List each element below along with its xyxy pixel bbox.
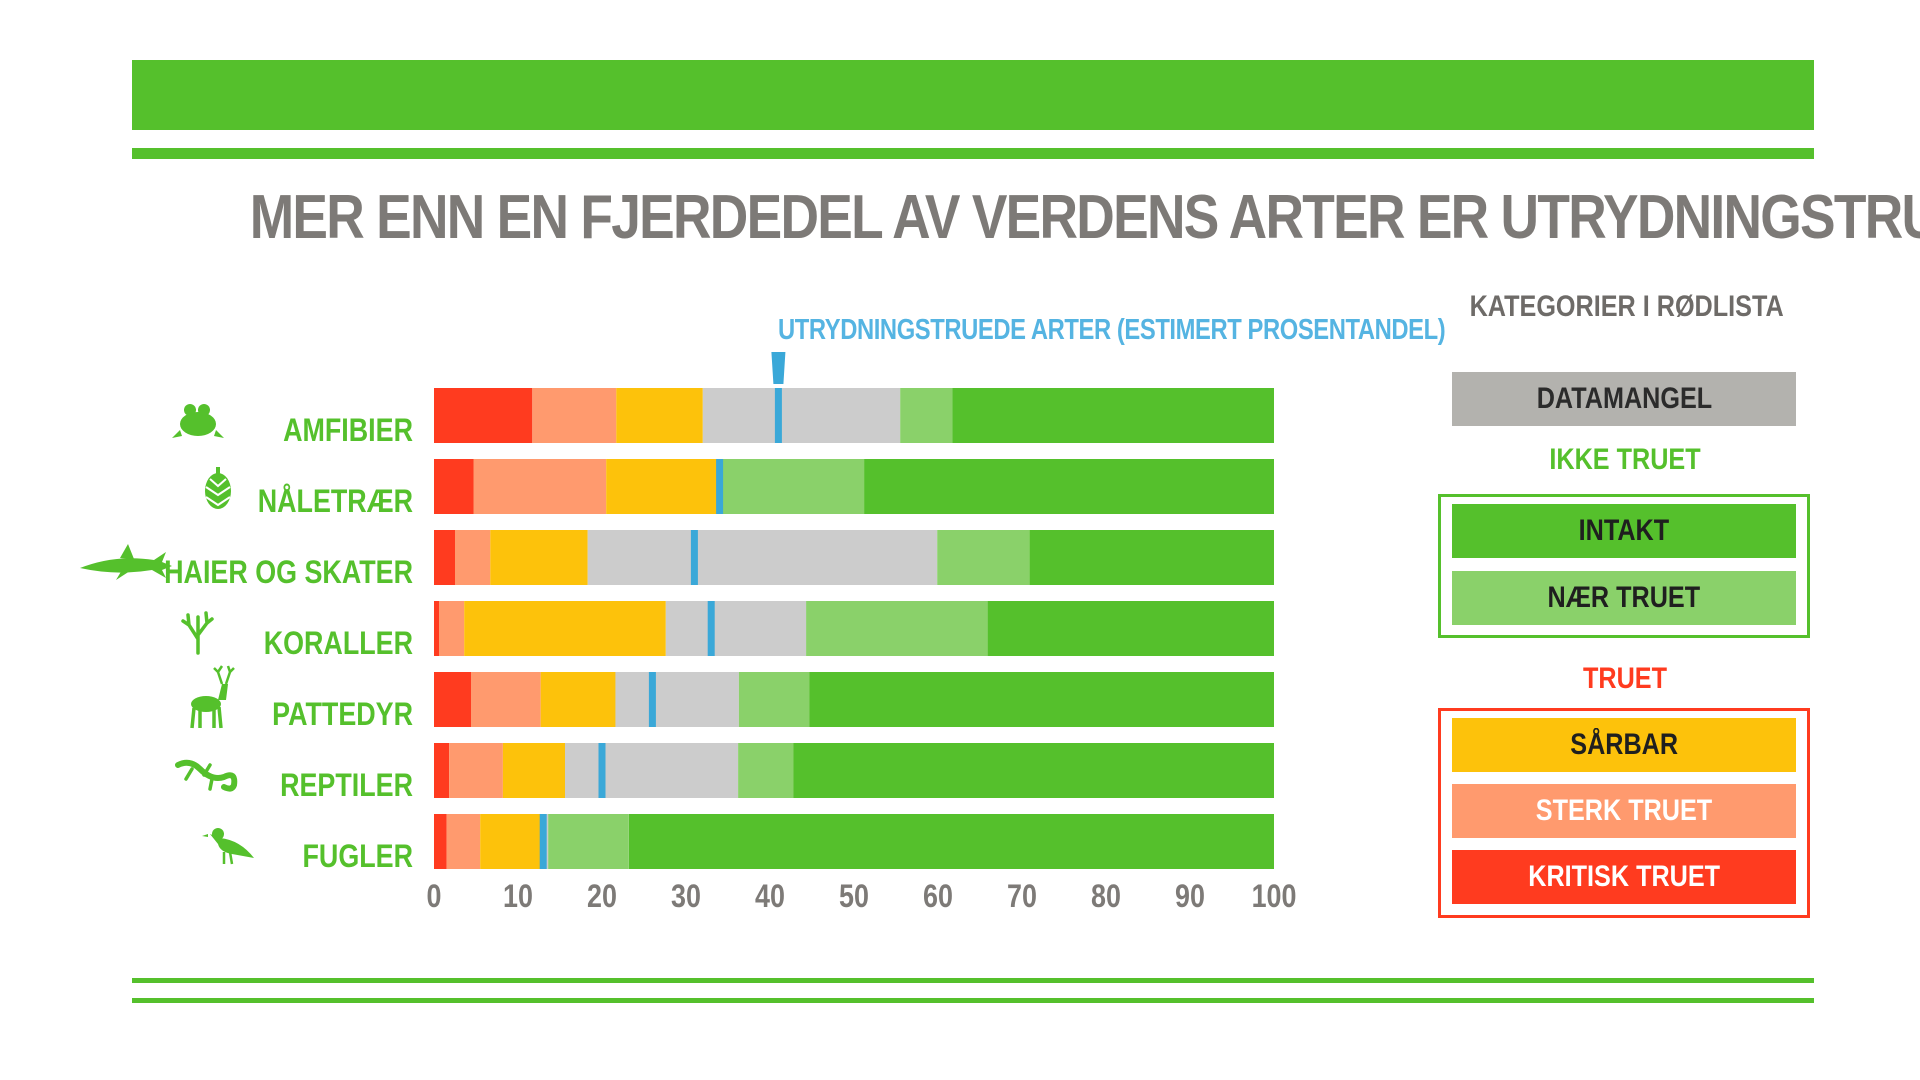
bar-naletraer-sarbar — [606, 459, 723, 514]
bar-pattedyr-intakt — [809, 672, 1274, 727]
bar-amfibier-sarbar — [616, 388, 703, 443]
threatened-marker-naletraer — [716, 459, 724, 514]
bar-naletraer-intakt — [864, 459, 1274, 514]
x-tick-label-90: 90 — [1175, 879, 1205, 915]
legend-truet-frame — [1438, 708, 1810, 918]
bird-icon — [202, 828, 254, 865]
x-tick-label-70: 70 — [1007, 879, 1037, 915]
legend-ikke-truet-frame — [1438, 494, 1810, 638]
bar-reptiler-sarbar — [502, 743, 566, 798]
page-title: MER ENN EN FJERDEDEL AV VERDENS ARTER ER… — [249, 183, 1920, 252]
bar-reptiler-datamangel — [565, 743, 738, 798]
bar-fugler-kritisk-truet — [434, 814, 447, 869]
bar-koraller-sarbar — [464, 601, 666, 656]
category-label-koraller: KORALLER — [264, 626, 413, 662]
x-tick-label-30: 30 — [671, 879, 701, 915]
bar-fugler-intakt — [628, 814, 1274, 869]
x-tick-label-50: 50 — [839, 879, 869, 915]
category-label-pattedyr: PATTEDYR — [272, 697, 413, 733]
legend-sterk-truet: STERK TRUET — [1452, 784, 1796, 838]
coral-icon — [181, 611, 214, 655]
top-rule — [132, 148, 1814, 159]
bar-koraller-sterk-truet — [439, 601, 465, 656]
bar-amfibier-sterk-truet — [532, 388, 617, 443]
threatened-marker-pattedyr — [648, 672, 656, 727]
bar-fugler-sterk-truet — [446, 814, 481, 869]
threatened-estimate-annotation: UTRYDNINGSTRUEDE ARTER (ESTIMERT PROSENT… — [778, 314, 1446, 346]
threatened-marker-amfibier — [774, 388, 782, 443]
bar-fugler-naer-truet — [548, 814, 629, 869]
bar-reptiler-intakt — [793, 743, 1274, 798]
bar-reptiler-kritisk-truet — [434, 743, 450, 798]
x-tick-label-10: 10 — [503, 879, 533, 915]
bar-fugler-sarbar — [480, 814, 543, 869]
deer-icon — [190, 665, 235, 729]
x-tick-label-80: 80 — [1091, 879, 1121, 915]
category-label-amfibier: AMFIBIER — [283, 413, 413, 449]
bar-amfibier-kritisk-truet — [434, 388, 533, 443]
category-label-fugler: FUGLER — [303, 839, 413, 875]
threatened-marker-haier-og-skater — [690, 530, 698, 585]
legend-datamangel: DATAMANGEL — [1452, 372, 1796, 426]
top-banner — [132, 60, 1814, 130]
x-tick-label-20: 20 — [587, 879, 617, 915]
bar-amfibier-datamangel — [702, 388, 901, 443]
bar-koraller-datamangel — [665, 601, 807, 656]
bar-pattedyr-sterk-truet — [471, 672, 541, 727]
x-tick-label-0: 0 — [427, 879, 442, 915]
bar-haier-og-skater-intakt — [1029, 530, 1274, 585]
bar-reptiler-sterk-truet — [449, 743, 503, 798]
lizard-icon — [175, 759, 238, 792]
legend-heading: KATEGORIER I RØDLISTA — [1469, 290, 1784, 323]
legend-intakt: INTAKT — [1452, 504, 1796, 558]
bar-pattedyr-kritisk-truet — [434, 672, 471, 727]
bar-naletraer-kritisk-truet — [434, 459, 474, 514]
bar-haier-og-skater-kritisk-truet — [434, 530, 455, 585]
bar-naletraer-naer-truet — [722, 459, 865, 514]
bar-pattedyr-datamangel — [615, 672, 739, 727]
bar-amfibier-intakt — [952, 388, 1274, 443]
bar-haier-og-skater-datamangel — [587, 530, 938, 585]
bar-koraller-intakt — [987, 601, 1274, 656]
x-tick-label-60: 60 — [923, 879, 953, 915]
category-label-reptiler: REPTILER — [280, 768, 413, 804]
legend-ikke-truet-heading: IKKE TRUET — [1549, 443, 1701, 476]
bottom-rule-2 — [132, 998, 1814, 1003]
bar-pattedyr-sarbar — [540, 672, 616, 727]
bar-koraller-naer-truet — [806, 601, 988, 656]
threatened-marker-reptiler — [598, 743, 606, 798]
bar-haier-og-skater-naer-truet — [937, 530, 1030, 585]
bar-haier-og-skater-sterk-truet — [455, 530, 491, 585]
shark-icon — [80, 544, 172, 580]
annotation-pointer — [771, 352, 786, 384]
bar-koraller-kritisk-truet — [434, 601, 439, 656]
pinecone-icon — [205, 467, 231, 509]
legend-sarbar: SÅRBAR — [1452, 718, 1796, 772]
bar-naletraer-sterk-truet — [473, 459, 607, 514]
legend-kritisk-truet: KRITISK TRUET — [1452, 850, 1796, 904]
bar-reptiler-naer-truet — [738, 743, 794, 798]
x-tick-label-40: 40 — [755, 879, 785, 915]
frog-icon — [172, 404, 224, 438]
category-label-naletraer: NÅLETRÆR — [258, 484, 413, 520]
bar-pattedyr-naer-truet — [738, 672, 810, 727]
bar-haier-og-skater-sarbar — [490, 530, 588, 585]
x-tick-label-100: 100 — [1252, 879, 1297, 915]
bottom-rule-1 — [132, 978, 1814, 983]
legend-naer-truet: NÆR TRUET — [1452, 571, 1796, 625]
legend-truet-heading: TRUET — [1583, 662, 1667, 695]
bar-amfibier-naer-truet — [900, 388, 953, 443]
threatened-marker-koraller — [707, 601, 715, 656]
category-label-haier-og-skater: HAIER OG SKATER — [164, 555, 413, 591]
threatened-marker-fugler — [539, 814, 547, 869]
